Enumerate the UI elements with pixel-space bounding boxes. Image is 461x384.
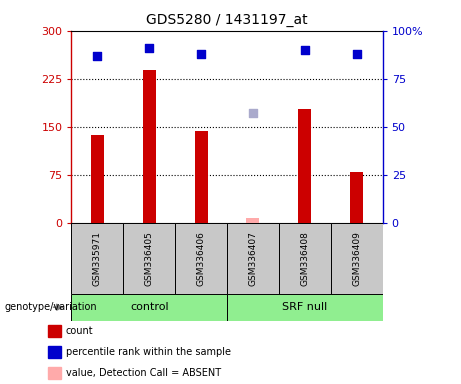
Point <box>146 45 153 51</box>
Bar <box>227 223 279 294</box>
Bar <box>350 172 363 223</box>
Point <box>301 47 308 53</box>
Title: GDS5280 / 1431197_at: GDS5280 / 1431197_at <box>146 13 308 27</box>
Text: control: control <box>130 302 169 312</box>
Text: percentile rank within the sample: percentile rank within the sample <box>66 347 231 357</box>
Bar <box>298 109 311 223</box>
Bar <box>143 70 156 223</box>
Bar <box>71 223 124 294</box>
Bar <box>71 294 227 321</box>
Text: GSM336408: GSM336408 <box>300 231 309 286</box>
Bar <box>331 223 383 294</box>
Bar <box>279 223 331 294</box>
Bar <box>175 223 227 294</box>
Text: SRF null: SRF null <box>282 302 327 312</box>
Text: GSM336406: GSM336406 <box>196 231 206 286</box>
Bar <box>124 223 175 294</box>
Bar <box>195 131 207 223</box>
Text: GSM336409: GSM336409 <box>352 231 361 286</box>
Point <box>249 110 257 116</box>
Text: GSM336407: GSM336407 <box>248 231 258 286</box>
Bar <box>227 294 383 321</box>
Text: value, Detection Call = ABSENT: value, Detection Call = ABSENT <box>66 368 221 378</box>
Text: count: count <box>66 326 94 336</box>
Point <box>353 51 361 57</box>
Bar <box>247 218 260 223</box>
Text: GSM336405: GSM336405 <box>145 231 154 286</box>
Bar <box>91 135 104 223</box>
Point <box>94 53 101 59</box>
Text: genotype/variation: genotype/variation <box>5 302 97 312</box>
Text: GSM335971: GSM335971 <box>93 231 102 286</box>
Point <box>197 51 205 57</box>
